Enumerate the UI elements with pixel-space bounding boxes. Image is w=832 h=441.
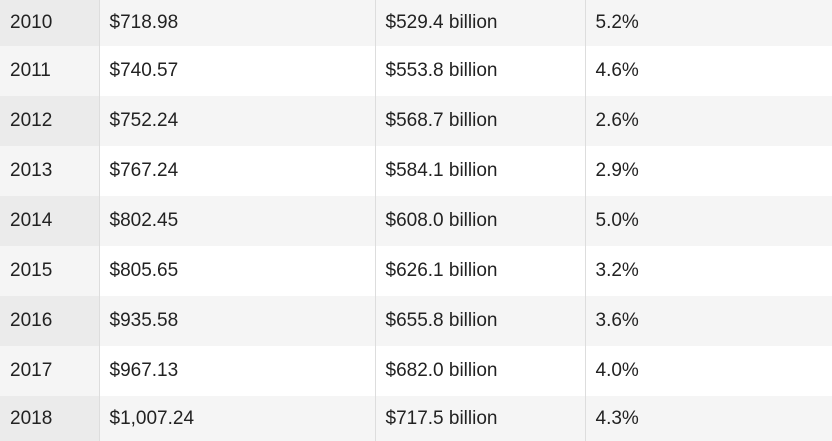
change-cell: 3.6%	[585, 296, 832, 346]
change-cell: 4.0%	[585, 346, 832, 396]
year-cell: 2010	[0, 0, 100, 46]
table-row: 2014 $802.45 $608.0 billion 5.0%	[0, 196, 832, 246]
year-cell: 2012	[0, 96, 100, 146]
total-cell: $655.8 billion	[375, 296, 586, 346]
per-capita-cell: $740.57	[99, 46, 376, 96]
table-row: 2015 $805.65 $626.1 billion 3.2%	[0, 246, 832, 296]
year-cell: 2017	[0, 346, 100, 396]
change-cell: 2.9%	[585, 146, 832, 196]
table-row: 2018 $1,007.24 $717.5 billion 4.3%	[0, 396, 832, 441]
table-row: 2010 $718.98 $529.4 billion 5.2%	[0, 0, 832, 46]
total-cell: $529.4 billion	[375, 0, 586, 46]
change-cell: 4.3%	[585, 396, 832, 441]
per-capita-cell: $805.65	[99, 246, 376, 296]
table-row: 2016 $935.58 $655.8 billion 3.6%	[0, 296, 832, 346]
per-capita-cell: $802.45	[99, 196, 376, 246]
year-cell: 2016	[0, 296, 100, 346]
total-cell: $553.8 billion	[375, 46, 586, 96]
total-cell: $682.0 billion	[375, 346, 586, 396]
table-row: 2017 $967.13 $682.0 billion 4.0%	[0, 346, 832, 396]
total-cell: $568.7 billion	[375, 96, 586, 146]
change-cell: 5.0%	[585, 196, 832, 246]
total-cell: $717.5 billion	[375, 396, 586, 441]
per-capita-cell: $718.98	[99, 0, 376, 46]
per-capita-cell: $752.24	[99, 96, 376, 146]
year-cell: 2015	[0, 246, 100, 296]
per-capita-cell: $1,007.24	[99, 396, 376, 441]
per-capita-cell: $767.24	[99, 146, 376, 196]
year-cell: 2011	[0, 46, 100, 96]
total-cell: $584.1 billion	[375, 146, 586, 196]
per-capita-cell: $935.58	[99, 296, 376, 346]
change-cell: 3.2%	[585, 246, 832, 296]
per-capita-cell: $967.13	[99, 346, 376, 396]
change-cell: 2.6%	[585, 96, 832, 146]
year-cell: 2018	[0, 396, 100, 441]
table-row: 2012 $752.24 $568.7 billion 2.6%	[0, 96, 832, 146]
year-cell: 2014	[0, 196, 100, 246]
change-cell: 5.2%	[585, 0, 832, 46]
change-cell: 4.6%	[585, 46, 832, 96]
table-row: 2011 $740.57 $553.8 billion 4.6%	[0, 46, 832, 96]
total-cell: $626.1 billion	[375, 246, 586, 296]
table-row: 2013 $767.24 $584.1 billion 2.9%	[0, 146, 832, 196]
total-cell: $608.0 billion	[375, 196, 586, 246]
year-cell: 2013	[0, 146, 100, 196]
